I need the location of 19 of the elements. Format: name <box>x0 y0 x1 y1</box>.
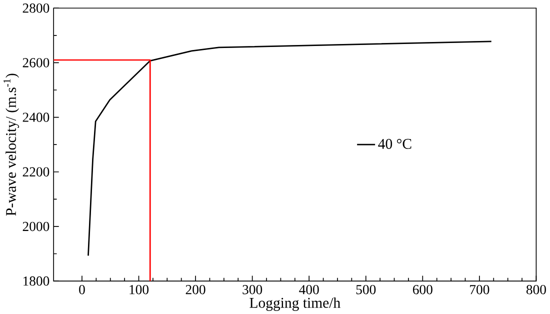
y-tick-label: 2800 <box>22 3 50 13</box>
x-tick-label: 700 <box>470 284 490 294</box>
legend-label: 40 °C <box>378 138 412 149</box>
y-tick-label: 1800 <box>23 276 50 286</box>
x-tick-label: 400 <box>299 284 319 294</box>
line-series <box>88 40 492 256</box>
x-tick-label: 300 <box>242 284 262 294</box>
x-tick-label: 100 <box>130 284 149 294</box>
x-tick-label: 0 <box>79 284 85 294</box>
y-tick-label: 2000 <box>22 222 50 231</box>
y-tick-label: 2400 <box>22 112 50 122</box>
x-tick-label: 200 <box>186 284 206 294</box>
y-tick-label: 2600 <box>22 58 50 68</box>
x-tick-label: 500 <box>356 284 376 294</box>
y-axis-title: P-wave velocity/ (m.s$^{-1}$) <box>4 74 20 216</box>
y-tick-label: 2200 <box>22 167 50 176</box>
x-tick-label: 800 <box>526 284 546 294</box>
x-axis-title: Logging time/h <box>250 297 340 311</box>
x-tick-label: 600 <box>412 284 432 294</box>
